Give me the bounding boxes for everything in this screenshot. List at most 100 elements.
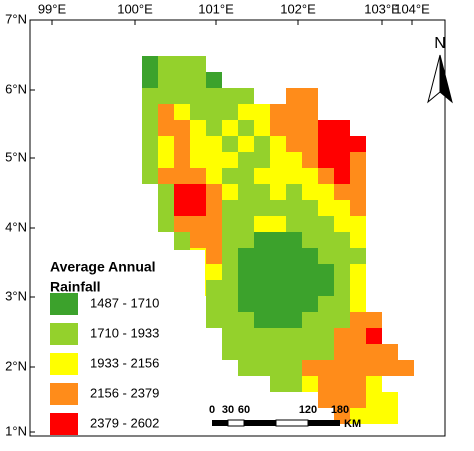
north-label: N bbox=[434, 35, 446, 52]
grid-cell bbox=[238, 232, 254, 248]
scale-label: 30 bbox=[222, 404, 234, 416]
grid-cell bbox=[302, 104, 318, 120]
grid-cell bbox=[350, 200, 366, 216]
grid-cell bbox=[334, 328, 350, 344]
grid-cell bbox=[270, 376, 286, 392]
grid-cell bbox=[142, 136, 158, 152]
grid-cell bbox=[302, 120, 318, 136]
grid-cell bbox=[270, 280, 286, 296]
grid-cell bbox=[270, 312, 286, 328]
scale-unit: KM bbox=[344, 418, 361, 430]
grid-cell bbox=[142, 88, 158, 104]
grid-cell bbox=[206, 200, 222, 216]
grid-cell bbox=[334, 264, 350, 280]
scale-label: 180 bbox=[331, 404, 349, 416]
grid-cell bbox=[334, 152, 350, 168]
grid-cell bbox=[222, 216, 238, 232]
grid-cell bbox=[318, 328, 334, 344]
grid-cell bbox=[350, 168, 366, 184]
grid-cell bbox=[206, 168, 222, 184]
grid-cell bbox=[302, 216, 318, 232]
grid-cell bbox=[318, 264, 334, 280]
grid-cell bbox=[158, 104, 174, 120]
grid-cell bbox=[222, 296, 238, 312]
grid-cell bbox=[254, 296, 270, 312]
grid-cell bbox=[222, 344, 238, 360]
grid-cell bbox=[254, 216, 270, 232]
grid-cell bbox=[302, 360, 318, 376]
grid-cell bbox=[350, 344, 366, 360]
grid-cell bbox=[334, 200, 350, 216]
grid-cell bbox=[190, 56, 206, 72]
grid-cell bbox=[270, 232, 286, 248]
grid-cell bbox=[222, 264, 238, 280]
grid-cell bbox=[318, 136, 334, 152]
grid-cell bbox=[206, 120, 222, 136]
grid-cell bbox=[238, 104, 254, 120]
grid-cell bbox=[190, 72, 206, 88]
grid-cell bbox=[302, 152, 318, 168]
grid-cell bbox=[206, 248, 222, 264]
grid-cell bbox=[286, 328, 302, 344]
grid-cell bbox=[286, 88, 302, 104]
grid-cell bbox=[350, 360, 366, 376]
grid-cell bbox=[190, 136, 206, 152]
grid-cell bbox=[318, 168, 334, 184]
grid-cell bbox=[334, 232, 350, 248]
longitude-label: 101°E bbox=[198, 1, 234, 16]
latitude-label: 2°N bbox=[5, 358, 27, 373]
grid-cell bbox=[350, 376, 366, 392]
latitude-label: 5°N bbox=[5, 149, 27, 164]
grid-cell bbox=[286, 360, 302, 376]
grid-cell bbox=[286, 104, 302, 120]
longitude-label: 100°E bbox=[117, 1, 153, 16]
grid-cell bbox=[238, 328, 254, 344]
grid-cell bbox=[286, 296, 302, 312]
grid-cell bbox=[350, 280, 366, 296]
grid-cell bbox=[238, 120, 254, 136]
grid-cell bbox=[254, 344, 270, 360]
grid-cell bbox=[350, 312, 366, 328]
grid-cell bbox=[254, 232, 270, 248]
legend-label: 2379 - 2602 bbox=[90, 415, 159, 430]
grid-cell bbox=[286, 344, 302, 360]
grid-cell bbox=[286, 136, 302, 152]
grid-cell bbox=[350, 136, 366, 152]
grid-cell bbox=[350, 248, 366, 264]
grid-cell bbox=[238, 280, 254, 296]
grid-cell bbox=[174, 120, 190, 136]
grid-cell bbox=[254, 248, 270, 264]
grid-cell bbox=[190, 88, 206, 104]
grid-cell bbox=[302, 328, 318, 344]
grid-cell bbox=[302, 136, 318, 152]
grid-cell bbox=[254, 280, 270, 296]
grid-cell bbox=[350, 392, 366, 408]
legend-swatch bbox=[50, 353, 78, 375]
grid-cell bbox=[222, 104, 238, 120]
grid-cell bbox=[270, 296, 286, 312]
grid-cell bbox=[286, 168, 302, 184]
grid-cell bbox=[254, 184, 270, 200]
scale-label: 0 bbox=[209, 404, 215, 416]
grid-cell bbox=[206, 72, 222, 88]
grid-cell bbox=[302, 88, 318, 104]
grid-cell bbox=[270, 168, 286, 184]
grid-cell bbox=[318, 280, 334, 296]
grid-cell bbox=[222, 328, 238, 344]
grid-cell bbox=[142, 104, 158, 120]
grid-cell bbox=[382, 344, 398, 360]
grid-cell bbox=[318, 296, 334, 312]
grid-cell bbox=[206, 280, 222, 296]
grid-cell bbox=[222, 120, 238, 136]
grid-cell bbox=[142, 72, 158, 88]
grid-cell bbox=[158, 88, 174, 104]
grid-cell bbox=[270, 200, 286, 216]
legend-label: 1710 - 1933 bbox=[90, 325, 159, 340]
latitude-label: 1°N bbox=[5, 423, 27, 438]
grid-cell bbox=[206, 296, 222, 312]
grid-cell bbox=[206, 312, 222, 328]
grid-cell bbox=[142, 168, 158, 184]
grid-cell bbox=[238, 88, 254, 104]
grid-cell bbox=[238, 152, 254, 168]
